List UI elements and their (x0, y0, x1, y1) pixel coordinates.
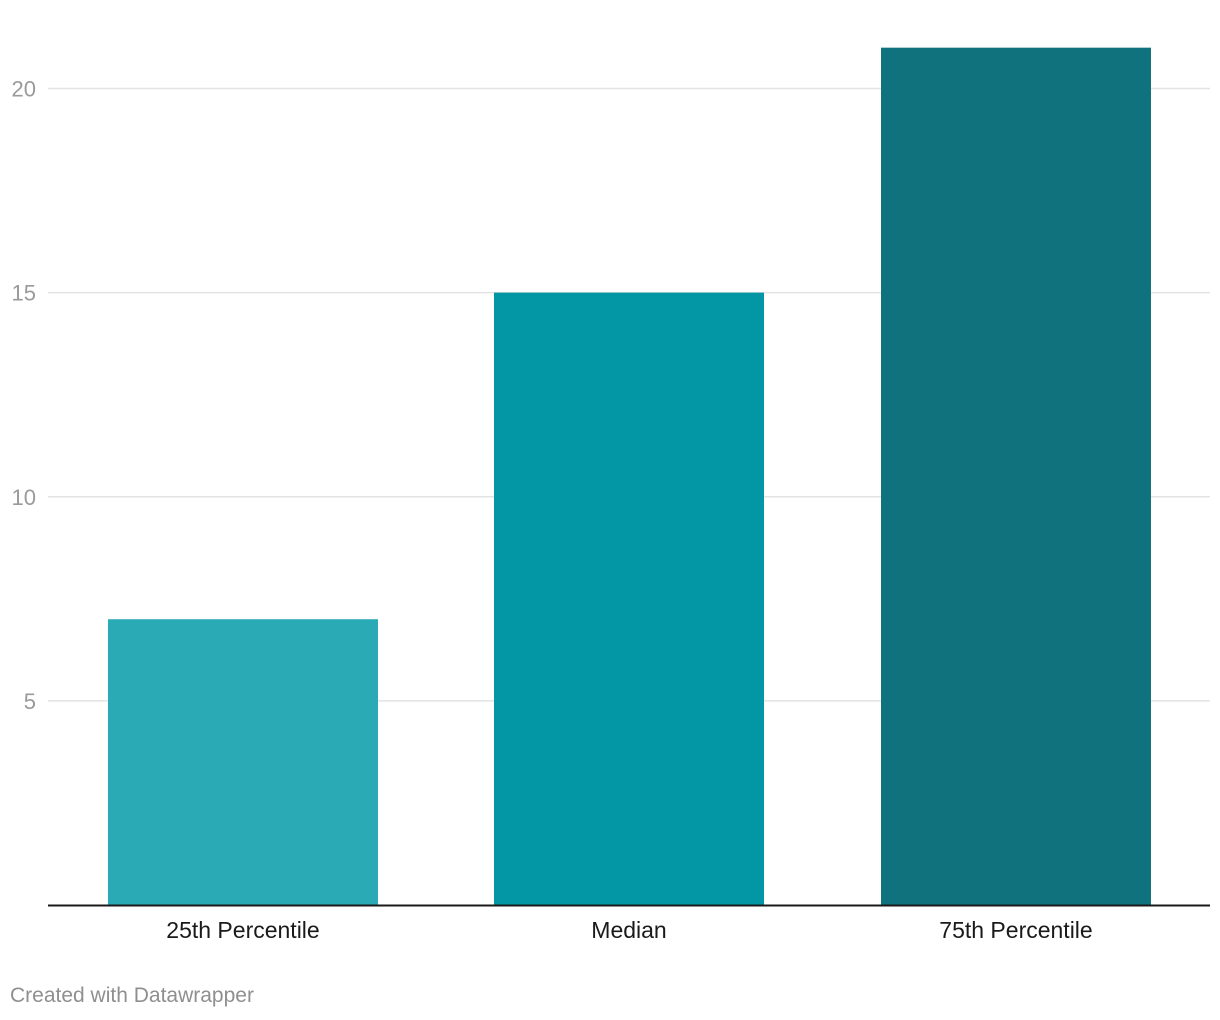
datawrapper-credit: Created with Datawrapper (10, 984, 254, 1007)
bar-median (494, 292, 764, 905)
y-tick-label-5: 5 (24, 689, 36, 714)
y-axis-ticks: 5 10 15 20 (12, 77, 36, 714)
y-tick-label-15: 15 (12, 281, 36, 306)
y-tick-label-20: 20 (12, 77, 36, 102)
y-tick-label-10: 10 (12, 485, 36, 510)
x-tick-label-median: Median (591, 917, 666, 943)
bar-75th-percentile (881, 47, 1151, 906)
bars (108, 47, 1151, 906)
x-tick-label-25th-percentile: 25th Percentile (166, 917, 319, 943)
x-axis-labels: 25th Percentile Median 75th Percentile (166, 917, 1092, 943)
bar-25th-percentile (108, 619, 378, 905)
x-tick-label-75th-percentile: 75th Percentile (939, 917, 1092, 943)
